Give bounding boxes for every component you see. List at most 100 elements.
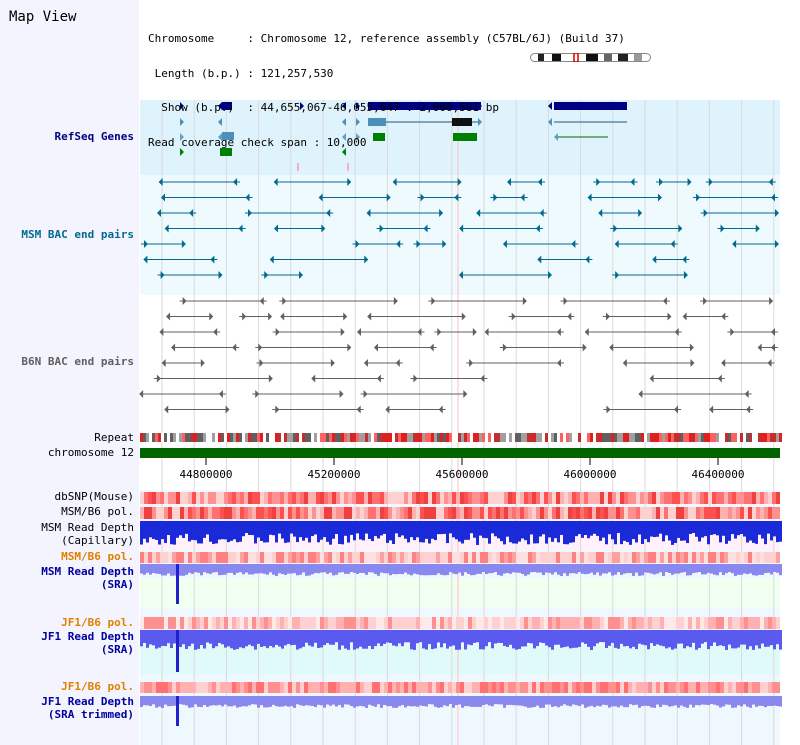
- jf1-sra-depth: [233, 630, 236, 650]
- msm-capillary-depth: [176, 521, 179, 538]
- msm-b6-pol-density: [680, 507, 684, 519]
- msm-sra-depth: [572, 564, 575, 574]
- jf1-trimmed-depth: [725, 696, 728, 705]
- jf1-sra-depth: [539, 630, 542, 643]
- jf1-b6-pol-density-2: [616, 682, 620, 693]
- repeat-element: [719, 433, 722, 442]
- msm-sra-depth: [485, 564, 488, 575]
- jf1-b6-pol-density-2: [324, 682, 328, 693]
- dbsnp-density: [512, 492, 516, 504]
- msm-b6-pol-density: [412, 507, 416, 519]
- jf1-trimmed-depth: [230, 696, 233, 707]
- msm-capillary-depth: [326, 521, 329, 542]
- msm-b6-pol-density: [604, 507, 608, 519]
- jf1-b6-pol-density-2: [160, 682, 164, 693]
- msm-sra-depth: [653, 564, 656, 575]
- jf1-sra-depth: [221, 630, 224, 645]
- msm-capillary-depth: [239, 521, 242, 542]
- msm-b6-pol-density-2: [140, 552, 144, 563]
- dbsnp-density: [764, 492, 768, 504]
- repeat-element: [638, 433, 641, 442]
- msm-capillary-depth: [362, 521, 365, 541]
- dbsnp-density: [308, 492, 312, 504]
- jf1-sra-depth: [389, 630, 392, 644]
- repeat-element: [455, 433, 458, 442]
- jf1-trimmed-depth: [326, 696, 329, 705]
- msm-sra-depth: [668, 564, 671, 574]
- b6n-bac-pair-end: [275, 328, 280, 336]
- jf1-sra-depth: [695, 630, 698, 650]
- msm-capillary-depth: [260, 521, 263, 541]
- msm-capillary-depth: [689, 521, 692, 534]
- jf1-sra-depth: [170, 630, 173, 649]
- dbsnp-density: [248, 492, 252, 504]
- b6n-bac-pair-end: [232, 343, 237, 352]
- jf1-trimmed-depth: [416, 696, 419, 707]
- b6n-bac-pair-end: [769, 297, 774, 305]
- msm-sra-depth: [215, 564, 218, 573]
- msm-capillary-depth: [212, 521, 215, 544]
- msm-capillary-depth: [395, 521, 398, 534]
- msm-sra-depth: [356, 564, 359, 574]
- dbsnp-density: [224, 492, 228, 504]
- msm-sra-depth: [686, 564, 689, 576]
- jf1-b6-pol-density: [472, 617, 476, 629]
- jf1-sra-depth: [536, 630, 539, 647]
- jf1-trimmed-depth: [194, 696, 197, 705]
- dbsnp-density: [416, 492, 420, 504]
- msm-capillary-depth: [371, 521, 374, 542]
- dbsnp-density: [476, 492, 480, 504]
- jf1-sra-depth: [710, 630, 713, 646]
- msm-b6-pol-density-2: [256, 552, 260, 563]
- jf1-b6-pol-density-2: [252, 682, 256, 693]
- msm-sra-depth: [290, 564, 293, 574]
- msm-b6-pol-density-2: [480, 552, 484, 563]
- msm-b6-pol-density-2: [388, 552, 392, 563]
- dbsnp-density: [356, 492, 360, 504]
- jf1-trimmed-depth: [470, 696, 473, 707]
- msm-b6-pol-density: [728, 507, 732, 519]
- jf1-trimmed-depth: [764, 696, 767, 708]
- msm-capillary-depth: [671, 521, 674, 545]
- jf1-sra-depth: [206, 630, 209, 643]
- msm-b6-pol-density-2: [440, 552, 444, 563]
- jf1-b6-pol-density: [164, 617, 168, 629]
- msm-capillary-depth: [308, 521, 311, 543]
- repeat-element: [515, 433, 518, 442]
- dbsnp-density: [756, 492, 760, 504]
- msm-sra-depth: [374, 564, 377, 575]
- jf1-sra-depth: [470, 630, 473, 646]
- b6n-bac-pair-end: [367, 312, 372, 321]
- jf1-b6-pol-density: [648, 617, 652, 629]
- msm-b6-pol-density: [204, 507, 208, 519]
- jf1-b6-pol-density-2: [476, 682, 480, 693]
- msm-sra-depth: [737, 564, 740, 575]
- msm-sra-depth: [416, 564, 419, 575]
- jf1-trimmed-depth: [524, 696, 527, 707]
- jf1-b6-pol-density-2: [496, 682, 500, 693]
- chromosome-ideogram[interactable]: [530, 53, 651, 62]
- msm-bac-pair-end: [299, 271, 304, 279]
- repeat-element: [194, 433, 197, 442]
- jf1-b6-pol-density-2: [528, 682, 532, 693]
- msm-capillary-depth: [257, 521, 260, 538]
- msm-sra-depth: [494, 564, 497, 573]
- repeat-element: [320, 433, 323, 442]
- b6n-bac-pair-end: [582, 343, 587, 352]
- jf1-sra-depth: [521, 630, 524, 647]
- jf1-sra-depth: [254, 630, 257, 650]
- dbsnp-density: [596, 492, 600, 504]
- repeat-element: [206, 433, 209, 442]
- msm-b6-pol-density-2: [408, 552, 412, 563]
- msm-b6-pol-density-2: [324, 552, 328, 563]
- jf1-trimmed-depth-spike: [176, 696, 179, 726]
- msm-b6-pol-density-2: [728, 552, 732, 563]
- msm-sra-depth: [671, 564, 674, 575]
- refseq-gene-arrow: [218, 102, 222, 110]
- repeat-element: [518, 433, 521, 442]
- jf1-b6-pol-density: [448, 617, 452, 629]
- jf1-trimmed-depth: [521, 696, 524, 706]
- dbsnp-density: [376, 492, 380, 504]
- b6n-bac-pair-end: [376, 374, 381, 383]
